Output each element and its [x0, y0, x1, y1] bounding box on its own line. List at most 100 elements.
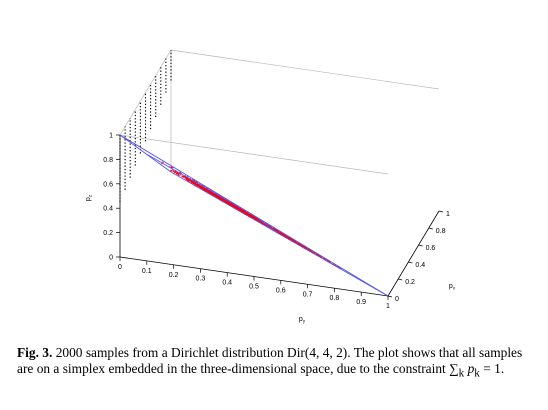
- sample-point: [219, 198, 221, 200]
- sample-point: [300, 244, 302, 246]
- sample-point: [218, 197, 220, 199]
- sample-point: [202, 187, 204, 189]
- sample-point: [227, 202, 229, 204]
- x-tick: [387, 295, 393, 298]
- sample-point: [195, 180, 197, 182]
- sample-point: [340, 267, 342, 269]
- sample-point: [265, 224, 267, 226]
- sample-point: [297, 242, 300, 244]
- sample-point: [286, 236, 288, 238]
- z-tick-label: 0.8: [103, 157, 113, 164]
- y-tick-label: 0.8: [330, 295, 340, 302]
- dirichlet-3d-scatter-plot: 00.20.40.60.8100.10.20.30.40.50.60.70.80…: [85, 49, 456, 324]
- sample-point: [260, 222, 262, 224]
- sample-point: [230, 205, 232, 207]
- y-tick-label: 0.6: [276, 287, 286, 294]
- sample-point: [213, 195, 215, 197]
- sample-point: [282, 233, 285, 235]
- simplex-guide-line: [145, 153, 255, 216]
- sample-point: [243, 211, 245, 213]
- y-tick-label: 0.5: [249, 284, 259, 291]
- sample-point: [295, 242, 297, 244]
- sample-point: [279, 231, 281, 233]
- axis-ticks: 00.20.40.60.8100.10.20.30.40.50.60.70.80…: [85, 133, 456, 324]
- sample-point: [233, 206, 235, 208]
- sample-point: [280, 232, 282, 234]
- simplex-triangle: [119, 134, 389, 297]
- sample-point: [227, 200, 229, 203]
- sample-point: [217, 195, 220, 198]
- sample-point: [194, 183, 196, 185]
- y-tick-label: 0.9: [356, 299, 366, 306]
- sample-point: [309, 249, 311, 252]
- sample-point: [233, 205, 236, 207]
- x-axis-line: [387, 210, 440, 297]
- sample-point: [249, 216, 251, 218]
- sample-point: [283, 234, 285, 236]
- sample-point: [232, 205, 234, 207]
- z-tick-label: 1: [109, 133, 113, 140]
- sample-point: [188, 178, 190, 180]
- sample-point: [197, 185, 199, 187]
- sample-point: [182, 176, 185, 178]
- sample-point: [334, 264, 336, 266]
- sample-point: [179, 174, 181, 176]
- z-tick-label: 0.2: [103, 230, 113, 237]
- sample-point: [299, 244, 301, 246]
- sample-point: [195, 184, 197, 186]
- x-tick-label: 0.6: [426, 245, 436, 252]
- sample-point: [211, 194, 213, 196]
- sample-point: [272, 228, 274, 230]
- x-tick: [398, 278, 403, 281]
- x-tick-label: 0: [395, 296, 399, 303]
- sample-point: [241, 209, 243, 212]
- sample-point: [176, 173, 178, 175]
- sample-point: [288, 237, 290, 239]
- sample-point: [175, 171, 177, 173]
- sample-point: [177, 173, 179, 175]
- z-tick-label: 0.6: [103, 181, 113, 188]
- sample-point: [245, 212, 247, 214]
- sample-point: [255, 217, 258, 219]
- sample-point: [241, 209, 243, 211]
- sample-point: [221, 197, 223, 199]
- sample-point: [261, 222, 264, 224]
- sample-point: [205, 190, 207, 192]
- x-tick-label: 1: [446, 211, 450, 218]
- sample-point: [201, 186, 203, 188]
- sample-point: [281, 234, 283, 236]
- sample-point: [187, 176, 189, 178]
- sample-point: [223, 201, 225, 203]
- sample-point: [204, 187, 206, 189]
- sample-point: [225, 201, 228, 203]
- sample-point: [234, 206, 236, 208]
- sample-point: [161, 162, 163, 165]
- sample-point: [310, 250, 312, 252]
- sample-point: [191, 181, 193, 184]
- sample-point: [306, 247, 308, 249]
- sample-point: [271, 227, 273, 229]
- sample-point: [268, 227, 271, 229]
- sample-point: [219, 196, 221, 199]
- sample-point: [237, 207, 239, 210]
- sample-point: [190, 182, 192, 184]
- y-tick-label: 0.2: [169, 272, 179, 279]
- sample-point: [189, 180, 191, 182]
- sample-point: [292, 240, 295, 242]
- sample-point: [162, 161, 164, 163]
- sample-point: [211, 192, 213, 195]
- sample-point: [217, 195, 219, 197]
- sample-point: [205, 189, 207, 191]
- sample-point: [251, 214, 253, 216]
- sample-point: [288, 237, 290, 239]
- sample-point: [253, 216, 255, 218]
- sample-point: [192, 182, 195, 184]
- sample-point: [210, 191, 213, 193]
- sample-point: [236, 206, 238, 208]
- sample-point: [324, 258, 326, 260]
- sample-point: [231, 203, 233, 205]
- caption-text: 2000 samples from a Dirichlet distributi…: [17, 345, 523, 376]
- sample-point: [228, 202, 230, 204]
- sample-point: [216, 196, 218, 198]
- sample-point: [221, 199, 223, 201]
